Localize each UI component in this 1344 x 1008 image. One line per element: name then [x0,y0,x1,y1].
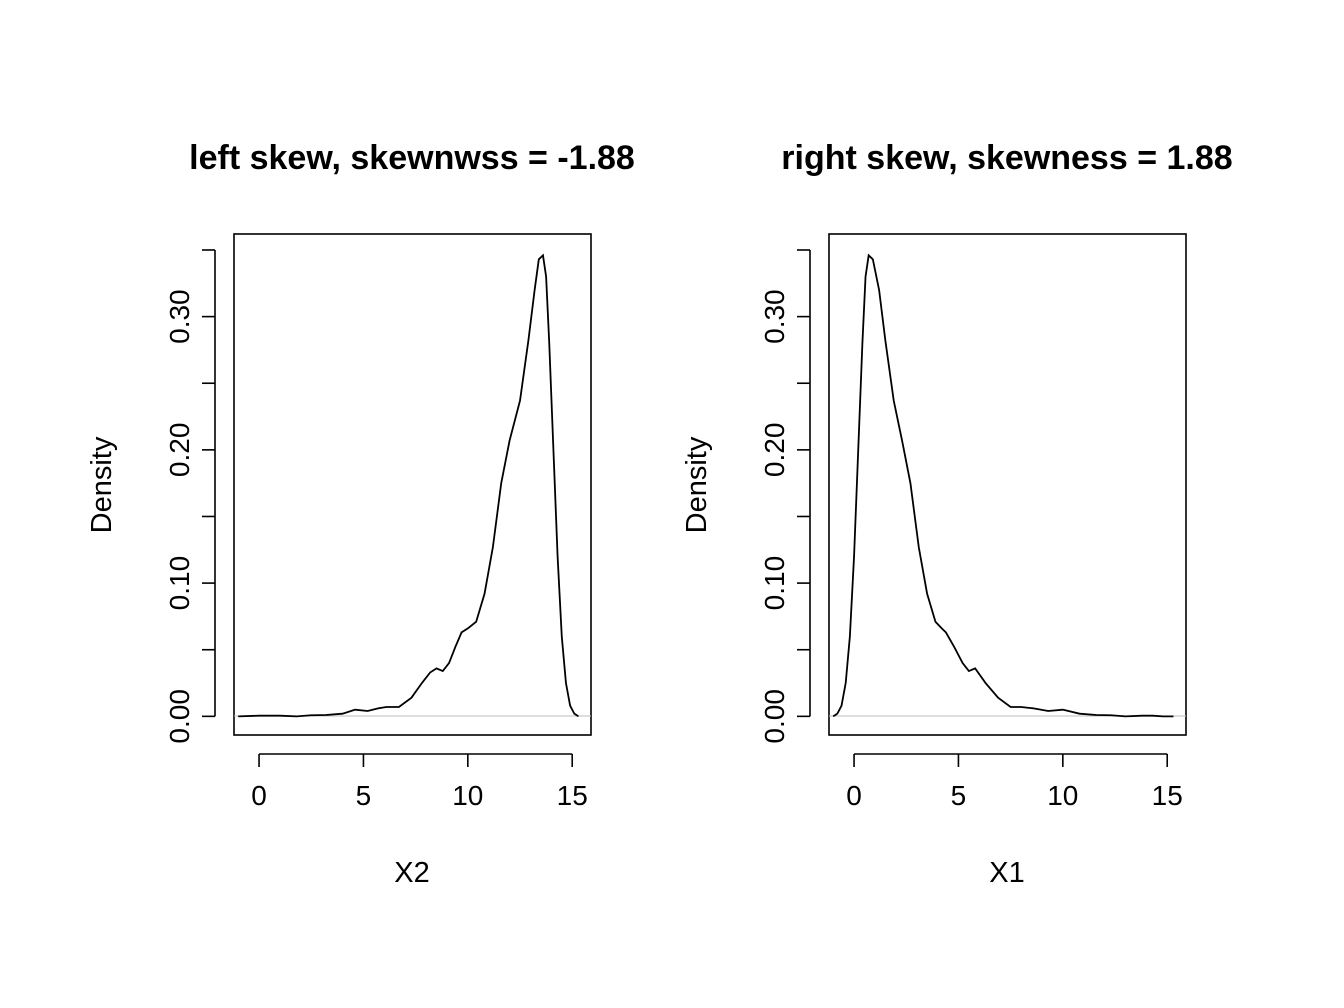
right-x-axis: 0 5 10 15 [846,753,1183,811]
left-x-tick-label: 0 [251,780,267,811]
left-y-axis: 0.00 0.10 0.20 0.30 [164,249,216,744]
right-x-tick-label: 15 [1152,780,1183,811]
left-x-axis-label: X2 [394,857,429,889]
right-x-tick-label: 10 [1047,780,1078,811]
left-y-tick-label: 0.20 [164,423,195,478]
left-x-tick-label: 15 [557,780,588,811]
right-x-axis-label: X1 [989,857,1024,889]
right-x-tick-label: 0 [846,780,862,811]
left-y-tick-label: 0.30 [164,289,195,344]
left-y-axis-label: Density [86,436,118,533]
right-y-tick-label: 0.20 [759,423,790,478]
left-y-tick-label: 0.00 [164,689,195,744]
right-x-tick-label: 5 [951,780,967,811]
right-y-tick-label: 0.00 [759,689,790,744]
right-density-curve [832,253,1174,718]
left-x-tick-label: 10 [452,780,483,811]
left-x-tick-label: 5 [356,780,372,811]
right-plot-frame [828,233,1187,736]
right-y-axis-label: Density [681,436,713,533]
left-density-panel: left skew, skewnwss = -1.88 0 5 10 15 0.000… [86,139,635,889]
left-y-tick-label: 0.10 [164,556,195,611]
right-y-axis: 0.00 0.10 0.20 0.30 [759,249,811,744]
right-y-tick-label: 0.30 [759,289,790,344]
right-density-panel: right skew, skewness = 1.88 0 5 10 15 0.000… [681,139,1233,889]
left-plot-frame [233,233,592,736]
left-density-curve [238,253,579,718]
left-chart-title: left skew, skewnwss = -1.88 [189,139,635,177]
right-chart-title: right skew, skewness = 1.88 [781,139,1232,177]
left-x-axis: 0 5 10 15 [251,753,588,811]
right-y-tick-label: 0.10 [759,556,790,611]
